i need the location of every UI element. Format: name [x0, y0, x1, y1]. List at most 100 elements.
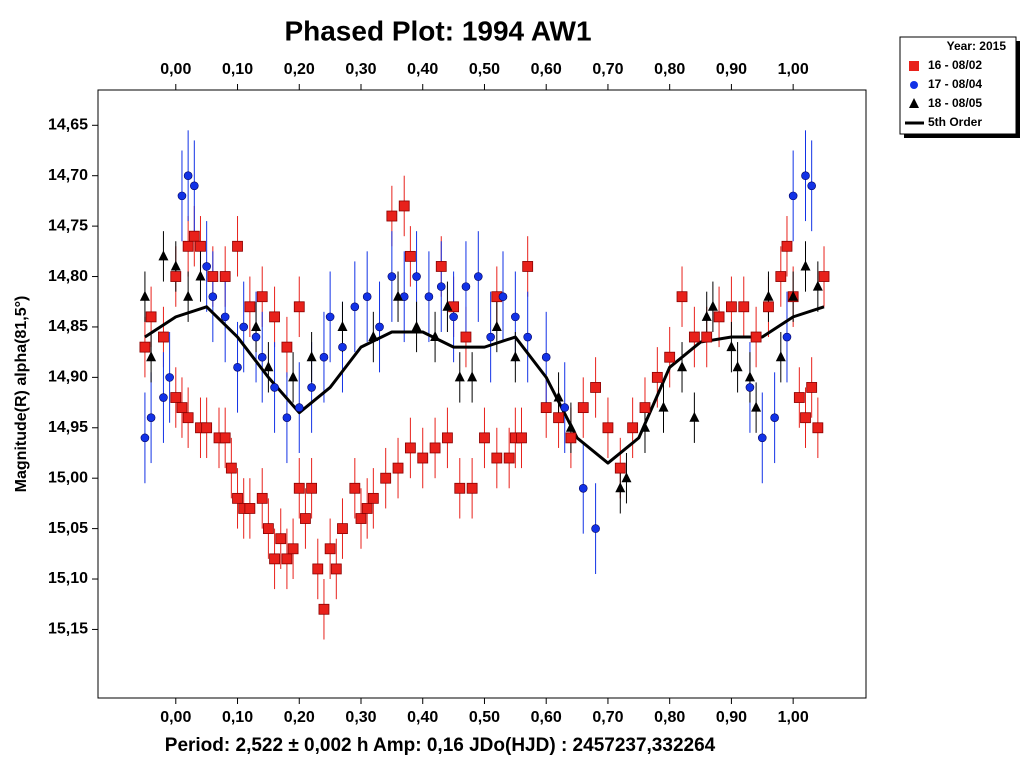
point [386, 210, 398, 222]
point [140, 433, 150, 443]
point [158, 250, 169, 261]
point [293, 301, 305, 313]
x-tick-label-top: 0,50 [469, 61, 500, 78]
point [775, 271, 787, 282]
point [677, 361, 688, 372]
point [188, 230, 200, 242]
point [800, 412, 811, 424]
point [516, 432, 527, 444]
x-tick-label-top: 0,90 [716, 61, 747, 78]
y-tick-label: 14,70 [48, 167, 88, 184]
point [541, 352, 551, 362]
point [182, 240, 194, 252]
point [801, 171, 810, 181]
point [707, 300, 718, 311]
point [307, 383, 316, 392]
y-tick-label: 14,80 [48, 268, 88, 285]
x-tick-label: 0,00 [160, 709, 191, 726]
point [368, 331, 379, 342]
y-tick-label: 14,90 [48, 369, 88, 386]
x-tick-label: 0,80 [654, 709, 685, 726]
point [540, 402, 552, 414]
point [621, 472, 632, 483]
point [256, 291, 268, 303]
point [417, 452, 429, 464]
point [591, 524, 600, 533]
point [337, 523, 348, 535]
point [744, 371, 755, 382]
point [770, 413, 779, 422]
point [220, 312, 230, 322]
legend-marker [909, 98, 919, 108]
point [818, 271, 830, 282]
point [232, 240, 243, 252]
point [763, 290, 774, 301]
point [256, 492, 268, 504]
point [362, 292, 372, 301]
point [251, 320, 262, 331]
point [701, 331, 713, 343]
point [202, 262, 211, 271]
point [398, 200, 410, 212]
point [244, 301, 256, 313]
point [430, 331, 441, 342]
point [411, 320, 422, 331]
point [812, 280, 823, 291]
point [578, 483, 588, 493]
point [239, 322, 248, 332]
point [183, 290, 194, 301]
point [146, 351, 157, 362]
point [251, 332, 261, 342]
point [602, 422, 614, 434]
x-tick-label-top: 0,10 [222, 61, 253, 78]
point [325, 312, 335, 322]
point [782, 332, 792, 342]
point [781, 240, 793, 252]
y-tick-label: 14,75 [48, 217, 88, 234]
point [201, 422, 213, 434]
x-tick-label-top: 0,30 [345, 61, 376, 78]
point [732, 361, 743, 372]
y-tick-label: 14,85 [48, 318, 88, 335]
point [565, 421, 576, 432]
point [319, 352, 329, 362]
point [454, 371, 465, 382]
point [553, 412, 564, 424]
point [300, 513, 311, 524]
point [553, 391, 564, 402]
point [775, 351, 786, 362]
footer: Period: 2,522 ± 0,002 h Amp: 0,16 JDo(HJ… [165, 735, 716, 756]
point [565, 432, 577, 444]
point [473, 272, 483, 281]
chart-title: Phased Plot: 1994 AW1 [284, 15, 591, 46]
point [165, 373, 174, 382]
point [503, 452, 515, 464]
x-tick-label-top: 0,70 [592, 61, 623, 78]
point [350, 302, 360, 312]
point [318, 603, 330, 615]
point [404, 250, 416, 262]
point [387, 272, 397, 281]
point [404, 442, 416, 454]
point [651, 371, 663, 383]
point [263, 361, 274, 372]
point [139, 341, 151, 353]
point [232, 492, 243, 504]
point [751, 401, 762, 412]
point [146, 413, 156, 422]
point [726, 341, 737, 352]
point [523, 332, 532, 342]
point [170, 392, 182, 403]
point [688, 331, 700, 343]
x-tick-label-top: 0,00 [160, 61, 191, 78]
point [788, 191, 798, 201]
x-tick-label-top: 0,60 [531, 61, 562, 78]
point [461, 282, 471, 291]
point [207, 271, 219, 282]
point [159, 393, 168, 402]
point [812, 422, 824, 434]
point [429, 442, 441, 454]
point [627, 422, 639, 434]
point [498, 292, 508, 301]
